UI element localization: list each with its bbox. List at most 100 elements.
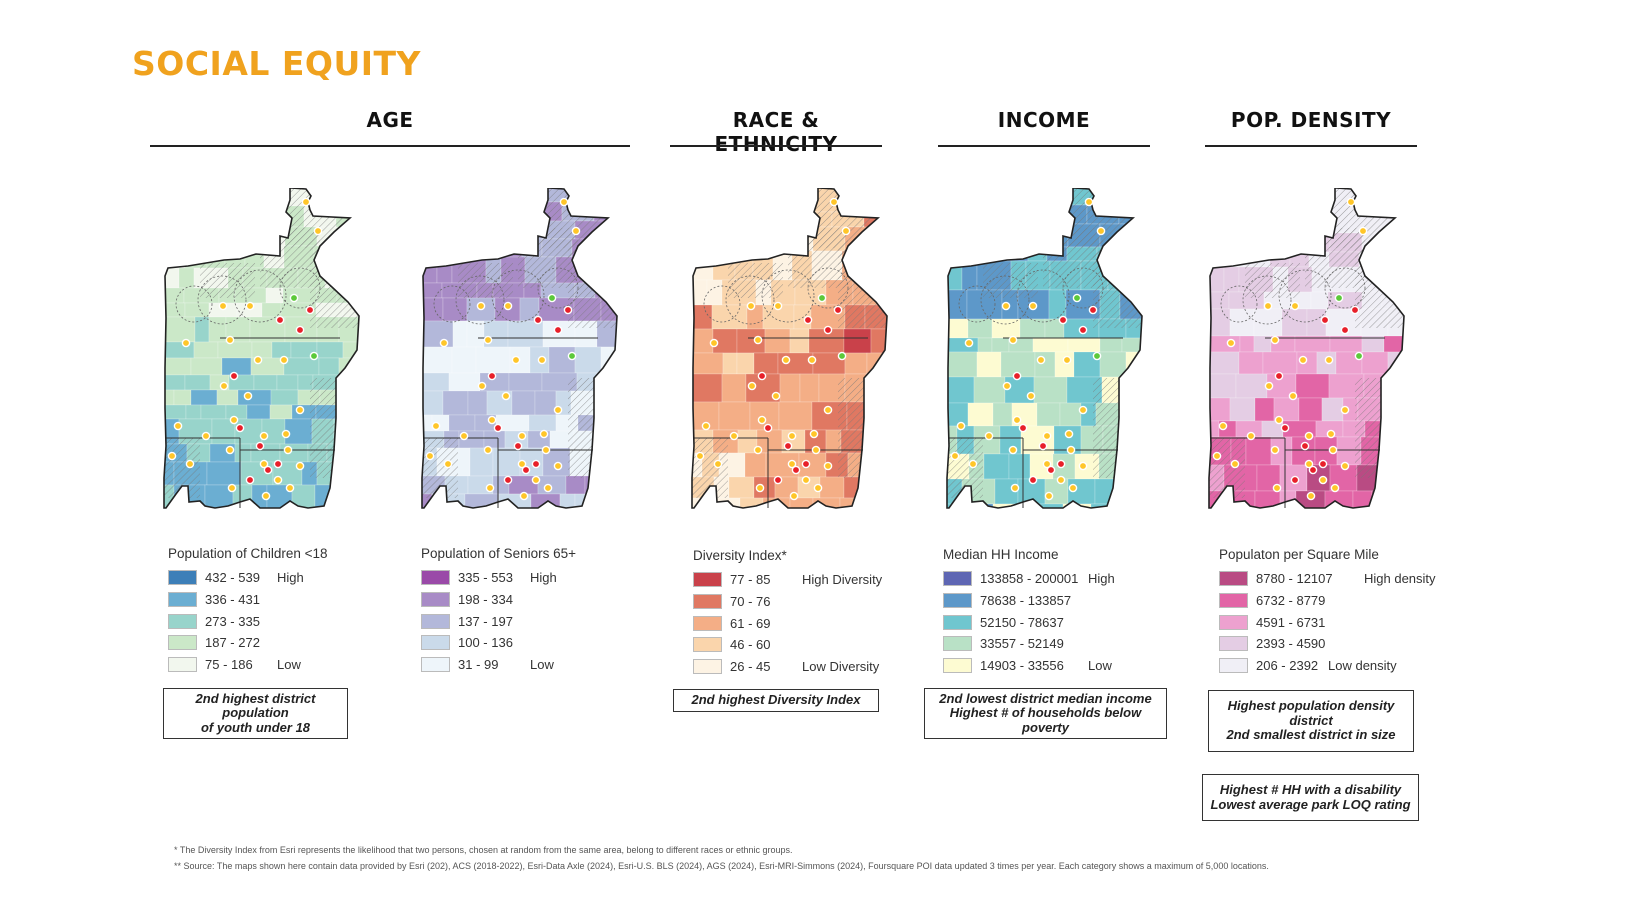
poi-marker-red bbox=[1038, 441, 1048, 451]
poi-marker-yellow bbox=[1066, 445, 1076, 455]
legend-swatch bbox=[168, 613, 197, 629]
poi-marker-green bbox=[1334, 293, 1344, 303]
legend-swatch bbox=[421, 570, 450, 586]
poi-marker-yellow bbox=[511, 355, 521, 365]
legend-density: Populaton per Square Mile 8780 - 12107 Hig… bbox=[1219, 547, 1436, 676]
legend-range: 187 - 272 bbox=[205, 635, 260, 651]
poi-marker-yellow bbox=[181, 338, 191, 348]
poi-marker-yellow bbox=[1306, 491, 1316, 501]
legend-swatch bbox=[1219, 636, 1248, 652]
legend-swatch bbox=[943, 571, 972, 587]
legend-swatch bbox=[943, 614, 972, 630]
poi-marker-yellow bbox=[1290, 301, 1300, 311]
legend-range: 273 - 335 bbox=[205, 613, 260, 629]
poi-marker-yellow bbox=[789, 491, 799, 501]
poi-marker-red bbox=[1318, 459, 1328, 469]
poi-marker-red bbox=[783, 441, 793, 451]
poi-marker-yellow bbox=[503, 301, 513, 311]
map-income bbox=[943, 187, 1159, 530]
poi-marker-red bbox=[487, 371, 497, 381]
poi-marker-yellow bbox=[1068, 483, 1078, 493]
legend-children: Population of Children <18 432 - 539 High 3… bbox=[168, 546, 328, 675]
legend-row: 432 - 539 High bbox=[168, 567, 328, 589]
poi-marker-yellow bbox=[218, 301, 228, 311]
poi-marker-yellow bbox=[823, 405, 833, 415]
poi-marker-yellow bbox=[1304, 431, 1314, 441]
legend-range: 6732 - 8779 bbox=[1256, 593, 1326, 609]
poi-marker-red bbox=[563, 305, 573, 315]
footnote-diversity: * The Diversity Index from Esri represen… bbox=[174, 845, 793, 855]
poi-marker-red bbox=[823, 325, 833, 335]
legend-title: Population of Children <18 bbox=[168, 546, 328, 561]
poi-marker-red bbox=[1078, 325, 1088, 335]
poi-marker-yellow bbox=[301, 197, 311, 207]
note-density-1: Highest population density district 2nd … bbox=[1208, 690, 1414, 752]
map-graphic bbox=[691, 187, 888, 509]
section-age-rule bbox=[150, 145, 630, 147]
poi-marker-yellow bbox=[281, 429, 291, 439]
legend-row: 75 - 186 Low bbox=[168, 654, 328, 676]
poi-marker-yellow bbox=[811, 445, 821, 455]
poi-marker-yellow bbox=[713, 459, 723, 469]
legend-row: 31 - 99 Low bbox=[421, 654, 576, 676]
poi-marker-red bbox=[235, 423, 245, 433]
legend-swatch bbox=[421, 592, 450, 608]
poi-marker-yellow bbox=[1264, 381, 1274, 391]
poi-marker-yellow bbox=[443, 459, 453, 469]
section-income-title: INCOME bbox=[997, 108, 1091, 132]
legend-range: 137 - 197 bbox=[458, 613, 513, 629]
section-density: POP. DENSITY bbox=[1205, 108, 1417, 147]
poi-marker-red bbox=[1274, 371, 1284, 381]
legend-row: 100 - 136 bbox=[421, 632, 576, 654]
legend-range: 198 - 334 bbox=[458, 592, 513, 608]
poi-marker-green bbox=[1072, 293, 1082, 303]
note-age-line: 2nd highest district bbox=[195, 690, 316, 706]
poi-marker-yellow bbox=[313, 226, 323, 236]
poi-marker-yellow bbox=[295, 405, 305, 415]
poi-marker-yellow bbox=[243, 391, 253, 401]
section-income: INCOME bbox=[938, 108, 1150, 147]
poi-marker-yellow bbox=[167, 451, 177, 461]
poi-marker-yellow bbox=[701, 421, 711, 431]
poi-marker-yellow bbox=[439, 338, 449, 348]
poi-marker-red bbox=[1350, 305, 1360, 315]
poi-marker-yellow bbox=[229, 415, 239, 425]
legend-income: Median HH Income 133858 - 200001 High 78638… bbox=[943, 547, 1115, 676]
legend-row: 46 - 60 bbox=[693, 634, 882, 656]
poi-marker-yellow bbox=[1012, 415, 1022, 425]
poi-marker-yellow bbox=[245, 301, 255, 311]
legend-row: 8780 - 12107 High density bbox=[1219, 568, 1436, 590]
poi-marker-green bbox=[1354, 351, 1364, 361]
poi-marker-yellow bbox=[537, 355, 547, 365]
poi-marker-yellow bbox=[1272, 483, 1282, 493]
poi-marker-yellow bbox=[1328, 445, 1338, 455]
legend-swatch bbox=[421, 613, 450, 629]
note-density-line: 2nd smallest district in size bbox=[1226, 727, 1396, 743]
poi-marker-red bbox=[757, 371, 767, 381]
poi-marker-yellow bbox=[259, 459, 269, 469]
poi-marker-yellow bbox=[517, 459, 527, 469]
poi-marker-yellow bbox=[1008, 335, 1018, 345]
legend-range: 33557 - 52149 bbox=[980, 636, 1064, 652]
poi-marker-yellow bbox=[1062, 355, 1072, 365]
note-income-line: Highest # of households below bbox=[949, 705, 1142, 721]
poi-marker-yellow bbox=[823, 461, 833, 471]
poi-marker-yellow bbox=[543, 483, 553, 493]
poi-marker-yellow bbox=[787, 459, 797, 469]
poi-marker-yellow bbox=[1218, 421, 1228, 431]
legend-range: 52150 - 78637 bbox=[980, 614, 1064, 630]
legend-row: 187 - 272 bbox=[168, 632, 328, 654]
legend-range: 100 - 136 bbox=[458, 635, 513, 651]
legend-range: 61 - 69 bbox=[730, 615, 771, 631]
section-race-rule bbox=[670, 145, 882, 147]
poi-marker-red bbox=[493, 423, 503, 433]
legend-swatch bbox=[1219, 571, 1248, 587]
map-seniors bbox=[418, 187, 634, 530]
poi-marker-yellow bbox=[1274, 415, 1284, 425]
poi-marker-red bbox=[833, 305, 843, 315]
poi-marker-green bbox=[547, 293, 557, 303]
legend-row: 198 - 334 bbox=[421, 589, 576, 611]
poi-marker-red bbox=[513, 441, 523, 451]
map-density bbox=[1205, 187, 1421, 530]
poi-marker-yellow bbox=[1078, 461, 1088, 471]
